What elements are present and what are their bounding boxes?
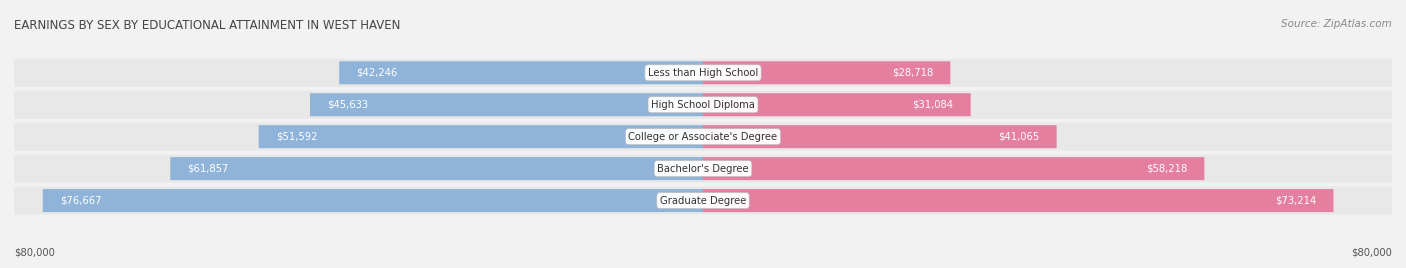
Text: Less than High School: Less than High School — [648, 68, 758, 78]
Text: College or Associate's Degree: College or Associate's Degree — [628, 132, 778, 142]
Text: $42,246: $42,246 — [356, 68, 398, 78]
Text: $41,065: $41,065 — [998, 132, 1039, 142]
FancyBboxPatch shape — [703, 125, 1057, 148]
Text: $45,633: $45,633 — [328, 100, 368, 110]
FancyBboxPatch shape — [170, 157, 703, 180]
Text: $76,667: $76,667 — [60, 196, 101, 206]
Text: $51,592: $51,592 — [276, 132, 318, 142]
FancyBboxPatch shape — [14, 155, 1392, 183]
FancyBboxPatch shape — [14, 59, 1392, 87]
FancyBboxPatch shape — [14, 187, 1392, 215]
FancyBboxPatch shape — [703, 93, 970, 116]
FancyBboxPatch shape — [703, 61, 950, 84]
Text: $28,718: $28,718 — [891, 68, 934, 78]
FancyBboxPatch shape — [42, 189, 703, 212]
FancyBboxPatch shape — [309, 93, 703, 116]
FancyBboxPatch shape — [339, 61, 703, 84]
Text: $80,000: $80,000 — [1351, 247, 1392, 257]
Text: Graduate Degree: Graduate Degree — [659, 196, 747, 206]
Text: $73,214: $73,214 — [1275, 196, 1316, 206]
Text: $58,218: $58,218 — [1146, 164, 1187, 174]
Text: High School Diploma: High School Diploma — [651, 100, 755, 110]
Text: $61,857: $61,857 — [187, 164, 229, 174]
FancyBboxPatch shape — [259, 125, 703, 148]
FancyBboxPatch shape — [703, 189, 1333, 212]
FancyBboxPatch shape — [14, 123, 1392, 151]
FancyBboxPatch shape — [14, 91, 1392, 119]
Text: EARNINGS BY SEX BY EDUCATIONAL ATTAINMENT IN WEST HAVEN: EARNINGS BY SEX BY EDUCATIONAL ATTAINMEN… — [14, 19, 401, 32]
Text: Bachelor's Degree: Bachelor's Degree — [657, 164, 749, 174]
Text: $80,000: $80,000 — [14, 247, 55, 257]
Text: Source: ZipAtlas.com: Source: ZipAtlas.com — [1281, 19, 1392, 29]
Text: $31,084: $31,084 — [912, 100, 953, 110]
FancyBboxPatch shape — [703, 157, 1205, 180]
